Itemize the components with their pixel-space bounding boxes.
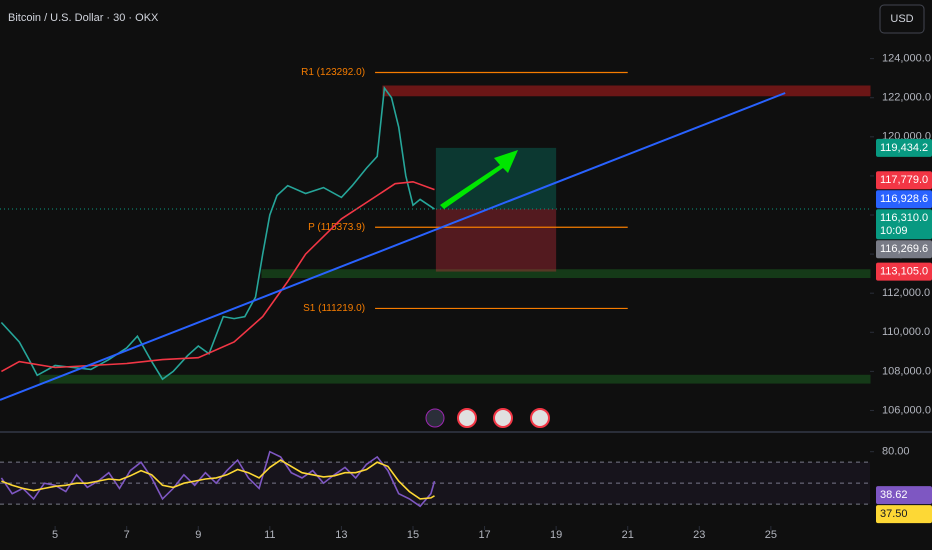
y-tick-label: 110,000.0 — [882, 326, 930, 338]
price-badge-label: 117,779.0 — [880, 174, 928, 186]
icon — [425, 408, 445, 428]
x-tick-label: 17 — [478, 529, 490, 541]
price-badge-label: 113,105.0 — [880, 265, 928, 277]
price-badge — [876, 240, 932, 259]
icon — [457, 408, 477, 428]
price-badge — [876, 262, 932, 281]
price-badge — [876, 505, 932, 524]
y-tick-label: 108,000.0 — [882, 365, 931, 377]
price-badge — [876, 190, 932, 209]
zone — [382, 85, 871, 97]
y-tick-label: 112,000.0 — [882, 287, 930, 299]
y-tick-label: 124,000.0 — [882, 53, 931, 65]
position-stop — [435, 208, 557, 272]
band-fill — [0, 462, 870, 505]
price-badge — [876, 486, 932, 505]
y-tick-label: 106,000.0 — [882, 404, 931, 416]
y-tick-label: 80.00 — [882, 446, 910, 458]
arrow — [440, 150, 518, 209]
icon — [493, 408, 513, 428]
price-badge — [876, 171, 932, 190]
y-tick-label: 122,000.0 — [882, 92, 931, 104]
currency-button[interactable] — [879, 4, 925, 34]
icon — [530, 408, 550, 428]
trendline — [0, 92, 786, 401]
price-badge — [876, 138, 932, 157]
pivot-label: R1 (123292.0) — [301, 67, 365, 78]
price-badge-label: 37.50 — [880, 508, 908, 520]
x-tick-label: 21 — [622, 529, 634, 541]
price-badge-label: 38.62 — [880, 489, 908, 501]
price-badge-label: 116,928.6 — [880, 193, 928, 205]
price-badge-label: 116,269.6 — [880, 243, 928, 255]
zone — [261, 269, 871, 279]
price-badge-label: 116,310.0 — [880, 212, 928, 224]
price-badge-label: 119,434.2 — [880, 142, 928, 154]
x-tick-label: 15 — [407, 529, 419, 541]
x-tick-label: 9 — [195, 529, 201, 541]
x-tick-label: 7 — [124, 529, 130, 541]
series-line — [1, 180, 435, 373]
currency-label[interactable]: USD — [890, 13, 913, 25]
x-tick-label: 19 — [550, 529, 562, 541]
series-line — [0, 85, 435, 381]
x-tick-label: 13 — [335, 529, 347, 541]
zone — [39, 374, 871, 384]
x-tick-label: 11 — [264, 529, 275, 541]
chart-title: Bitcoin / U.S. Dollar · 30 · OKX — [8, 12, 159, 24]
pivot-label: S1 (111219.0) — [303, 303, 365, 314]
pivot-label: P (115373.9) — [308, 222, 365, 233]
event-icons — [425, 408, 550, 428]
x-tick-label: 25 — [765, 529, 777, 541]
price-badge — [876, 209, 932, 240]
countdown: 10:09 — [880, 225, 908, 237]
x-tick-label: 5 — [52, 529, 58, 541]
x-tick-label: 23 — [693, 529, 705, 541]
series-line — [1, 459, 435, 500]
